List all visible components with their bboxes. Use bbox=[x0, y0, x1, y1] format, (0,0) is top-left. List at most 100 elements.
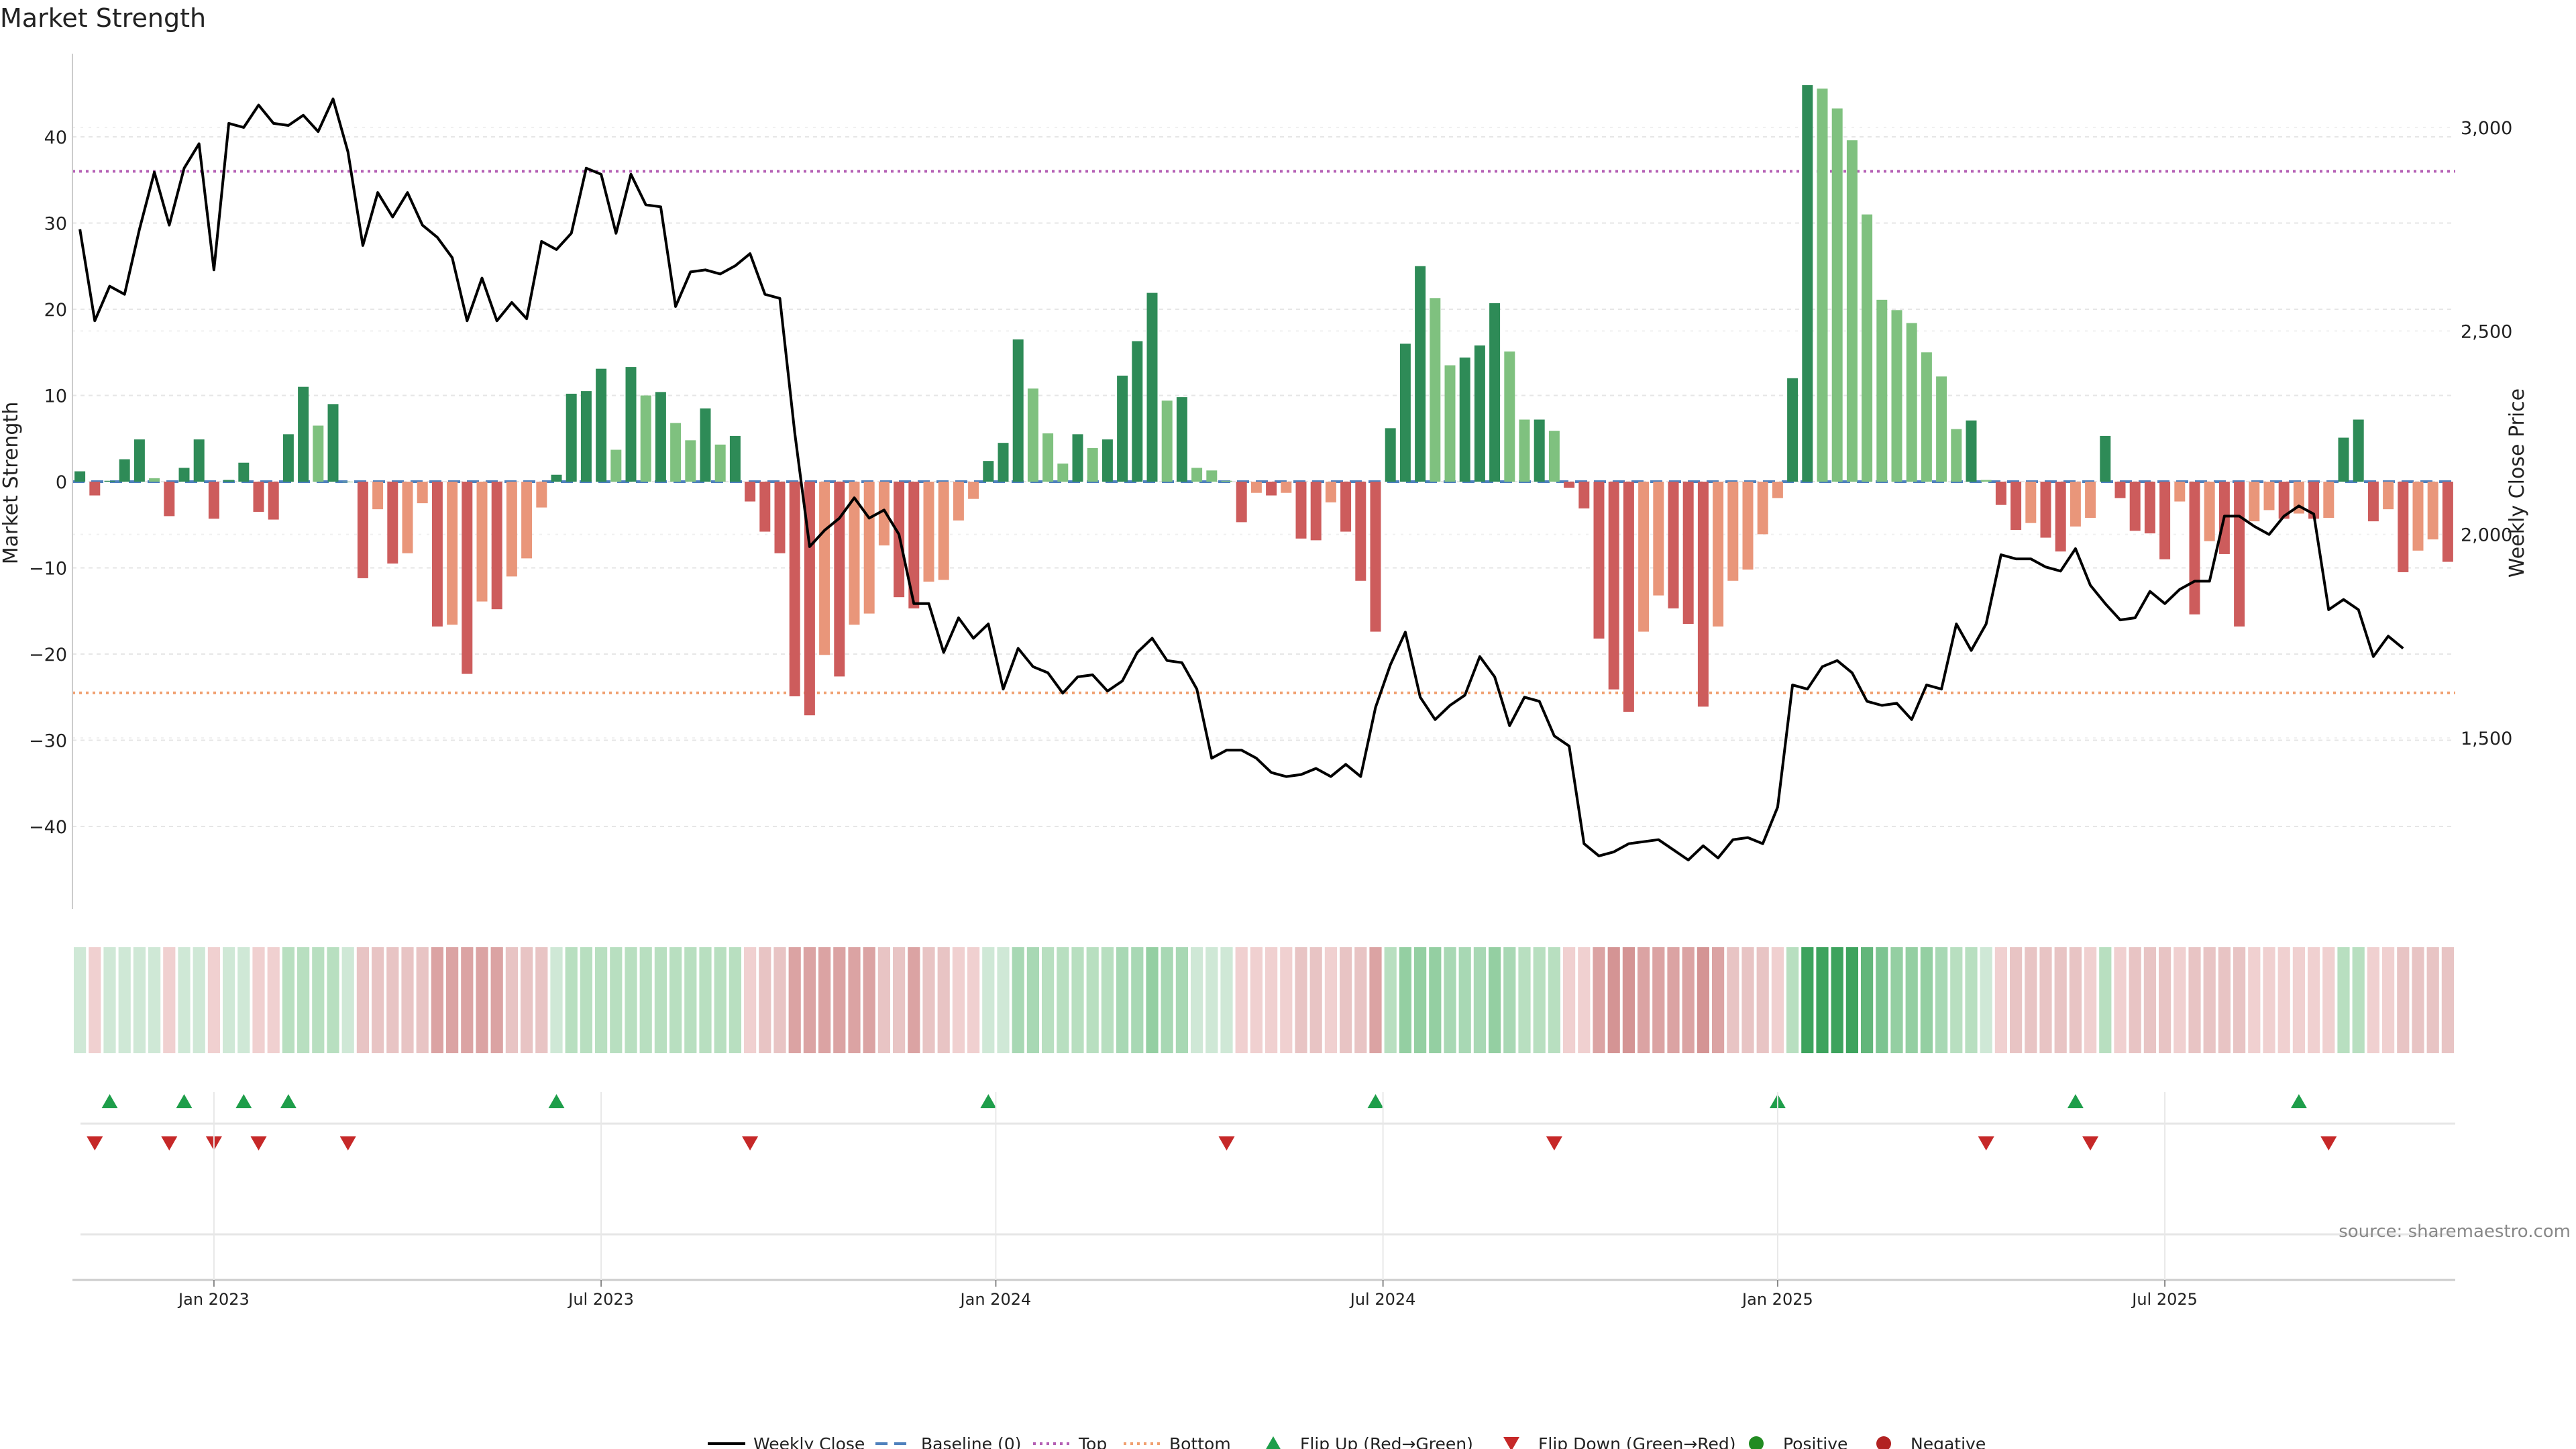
x-axis: Jan 2023 Jul 2023 Jan 2024 Jul 2024 Jan 2025… bbox=[72, 1092, 2455, 1309]
y-axis-right-label: Weekly Close Price bbox=[2506, 388, 2529, 578]
heatmap-cell bbox=[237, 947, 250, 1053]
strength-bar bbox=[729, 435, 741, 482]
strength-bar bbox=[863, 482, 875, 614]
strength-bar bbox=[983, 461, 994, 482]
heatmap-cell bbox=[2412, 947, 2424, 1053]
heatmap-cell bbox=[2381, 947, 2395, 1053]
heatmap-cell bbox=[654, 947, 667, 1053]
legend-symbol-positive bbox=[1749, 1436, 1764, 1449]
strength-bar bbox=[1399, 343, 1411, 482]
strength-bar bbox=[1281, 482, 1292, 493]
heatmap-cell bbox=[1339, 947, 1352, 1053]
x-tick-label: Jan 2023 bbox=[177, 1290, 250, 1309]
strength-bar bbox=[164, 482, 175, 517]
heatmap-cell bbox=[386, 947, 399, 1053]
strength-bar bbox=[1966, 420, 1977, 482]
heatmap-cell bbox=[1012, 947, 1024, 1053]
heatmap-cell bbox=[416, 947, 429, 1053]
strength-bar bbox=[849, 482, 860, 625]
legend-symbol-flip-up bbox=[1266, 1436, 1281, 1449]
strength-bar bbox=[447, 482, 458, 625]
strength-bar bbox=[149, 478, 160, 482]
legend-item-flip_down: Flip Down (Green→Red) bbox=[1503, 1434, 1736, 1449]
strength-bar bbox=[1310, 482, 1322, 541]
y-tick-left: 10 bbox=[44, 386, 67, 407]
legend-symbol-flip-down bbox=[1503, 1437, 1519, 1449]
heatmap-cell bbox=[1041, 947, 1055, 1053]
heatmap-cell bbox=[341, 947, 354, 1053]
heatmap-cell bbox=[297, 947, 310, 1053]
heatmap-cell bbox=[848, 947, 861, 1053]
strength-bar bbox=[685, 440, 696, 482]
flip-down-marker bbox=[250, 1136, 267, 1150]
strength-bar bbox=[1787, 378, 1799, 482]
strength-bar bbox=[417, 482, 428, 504]
flip-up-marker bbox=[280, 1094, 297, 1108]
heatmap-cell bbox=[282, 947, 295, 1053]
strength-bar bbox=[2308, 482, 2320, 519]
heatmap-cell bbox=[1890, 947, 1903, 1053]
y-tick-left: −30 bbox=[29, 731, 67, 752]
strength-bar bbox=[1325, 482, 1336, 502]
heatmap-cell bbox=[267, 947, 280, 1053]
y-tick-right: 2,000 bbox=[2461, 525, 2512, 546]
heatmap-cell bbox=[1190, 947, 1203, 1053]
strength-bar bbox=[968, 482, 979, 499]
flip-up-marker bbox=[548, 1094, 565, 1108]
legend-item-positive: Positive bbox=[1749, 1434, 1847, 1449]
strength-bar bbox=[372, 482, 384, 510]
legend: Weekly Close Baseline (0) Top Bottom Flip Up… bbox=[708, 1434, 1986, 1449]
heatmap-cell bbox=[2426, 947, 2439, 1053]
flip-down-marker bbox=[339, 1136, 356, 1150]
strength-bar bbox=[2040, 482, 2051, 538]
heatmap-cell bbox=[1280, 947, 1293, 1053]
strength-bar bbox=[1713, 482, 1724, 627]
heatmap-cell bbox=[1384, 947, 1397, 1053]
strength-bar bbox=[402, 482, 413, 553]
heatmap-cell bbox=[1876, 947, 1888, 1053]
heatmap-cell bbox=[1920, 947, 1933, 1053]
legend-item-top: Top bbox=[1033, 1434, 1107, 1449]
strength-bar bbox=[610, 449, 622, 482]
strength-bar bbox=[1608, 482, 1619, 690]
heatmap-cell bbox=[356, 947, 370, 1053]
strength-bar bbox=[1057, 464, 1069, 482]
heatmap-cell bbox=[2233, 947, 2246, 1053]
legend-label: Bottom bbox=[1169, 1434, 1231, 1449]
heatmap-cell bbox=[148, 947, 161, 1053]
heatmap-cell bbox=[773, 947, 786, 1053]
heatmap-cell bbox=[1935, 947, 1948, 1053]
heatmap-cell bbox=[1831, 947, 1843, 1053]
strength-bar bbox=[714, 444, 726, 482]
strength-bar bbox=[2383, 482, 2394, 510]
heatmap-cell bbox=[2039, 947, 2052, 1053]
legend-label: Negative bbox=[1911, 1434, 1986, 1449]
strength-bar bbox=[1951, 429, 1962, 482]
heatmap-cell bbox=[327, 947, 339, 1053]
legend-item-flip_up: Flip Up (Red→Green) bbox=[1266, 1434, 1473, 1449]
strength-bar bbox=[2278, 482, 2290, 519]
heatmap-cell bbox=[1026, 947, 1040, 1053]
strength-bar bbox=[1340, 482, 1352, 532]
legend-label: Flip Down (Green→Red) bbox=[1538, 1434, 1736, 1449]
heatmap-cell bbox=[1354, 947, 1367, 1053]
strength-bar bbox=[1831, 108, 1843, 482]
strength-bars bbox=[74, 85, 2453, 716]
strength-bar bbox=[1519, 419, 1530, 482]
heatmap-cell bbox=[133, 947, 146, 1053]
strength-bar bbox=[2070, 482, 2081, 527]
strength-bar bbox=[2338, 437, 2349, 482]
heatmap-cell bbox=[639, 947, 652, 1053]
strength-bar bbox=[462, 482, 473, 674]
heatmap-cell bbox=[222, 947, 235, 1053]
strength-bar bbox=[1638, 482, 1650, 632]
x-tick-label: Jan 2024 bbox=[959, 1290, 1032, 1309]
heatmap-cell bbox=[892, 947, 906, 1053]
strength-bar bbox=[1266, 482, 1277, 496]
flip-down-marker bbox=[2320, 1136, 2337, 1150]
strength-bar bbox=[2100, 435, 2111, 482]
strength-bar bbox=[789, 482, 800, 696]
strength-bar bbox=[1132, 341, 1143, 482]
strength-bar bbox=[2249, 482, 2260, 522]
heatmap-cell bbox=[2143, 947, 2157, 1053]
